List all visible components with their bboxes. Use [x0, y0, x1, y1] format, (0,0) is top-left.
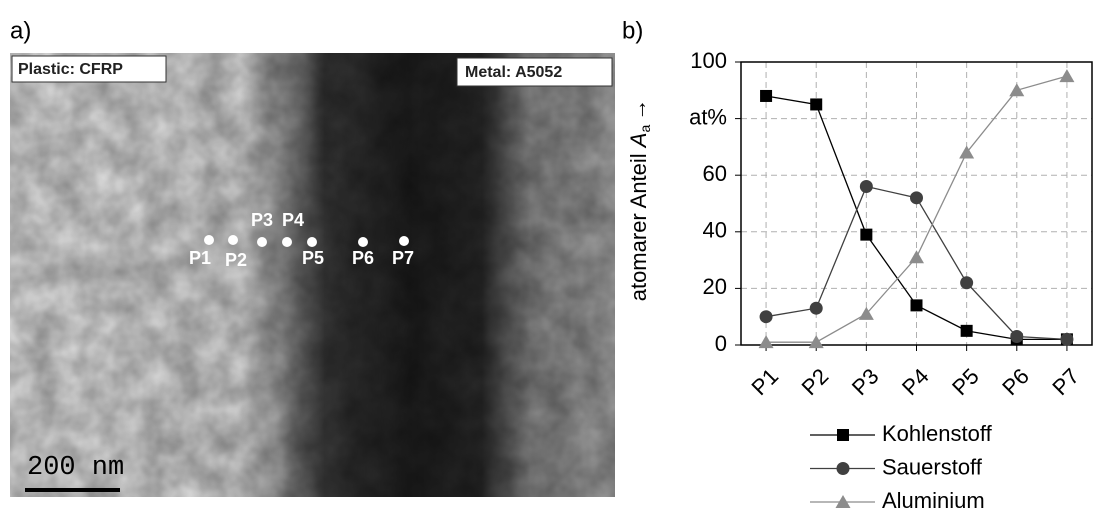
marker — [809, 301, 823, 315]
marker — [810, 98, 823, 111]
point-marker — [257, 237, 267, 247]
x-tick-label: P6 — [997, 363, 1034, 400]
marker — [1060, 332, 1074, 346]
x-tick-label: P1 — [747, 363, 784, 400]
marker — [759, 310, 773, 324]
panel-label: b) — [622, 17, 643, 44]
y-label-arrow: → — [626, 99, 651, 121]
marker — [960, 276, 974, 290]
point-label: P2 — [225, 250, 247, 270]
scale-label: 200 nm — [27, 453, 124, 483]
marker — [837, 429, 849, 441]
point-label: P5 — [302, 248, 324, 268]
tem-image — [10, 53, 615, 497]
x-tick-label: P5 — [947, 363, 984, 400]
y-tick-label: 40 — [703, 218, 727, 243]
point-marker — [282, 237, 292, 247]
point-label: P4 — [282, 210, 304, 230]
point-marker — [204, 235, 214, 245]
label-box — [456, 57, 613, 87]
y-tick-label: 60 — [703, 161, 727, 186]
marker — [758, 335, 774, 349]
panel-label: a) — [10, 17, 31, 44]
point-label: P3 — [251, 210, 273, 230]
marker — [1009, 83, 1025, 97]
legend-label: Sauerstoff — [882, 454, 983, 479]
marker — [1059, 69, 1075, 83]
marker — [910, 191, 923, 205]
plot-frame — [740, 61, 1093, 346]
x-tick-label: P4 — [897, 363, 934, 400]
point-marker — [307, 237, 317, 247]
y-tick-label: 0 — [715, 331, 727, 356]
y-tick-label: 100 — [690, 48, 727, 73]
material-label: Plastic: CFRP — [18, 61, 123, 78]
legend-label: Kohlenstoff — [882, 421, 993, 446]
x-tick-label: P7 — [1047, 363, 1084, 400]
marker — [760, 89, 773, 102]
y-tick-label: at% — [689, 104, 727, 129]
marker — [960, 324, 973, 337]
y-label-symbol: A — [626, 133, 651, 150]
point-label: P7 — [392, 248, 414, 268]
marker — [1010, 330, 1024, 344]
marker — [859, 180, 873, 194]
point-label: P6 — [352, 248, 374, 268]
marker — [959, 145, 975, 159]
marker — [909, 250, 924, 264]
point-label: P1 — [189, 248, 211, 268]
marker — [835, 495, 851, 508]
marker — [910, 299, 923, 312]
marker — [836, 462, 850, 475]
material-label: Metal: A5052 — [465, 64, 562, 81]
point-marker — [228, 235, 238, 245]
y-label-text: atomarer Anteil — [626, 147, 651, 301]
x-tick-label: P3 — [847, 363, 884, 400]
y-axis-label: atomarer Anteil Aa → — [626, 99, 653, 302]
x-tick-label: P2 — [797, 363, 834, 400]
point-marker — [399, 236, 409, 246]
legend-label: Aluminium — [882, 488, 985, 513]
point-marker — [358, 237, 368, 247]
y-tick-label: 20 — [703, 274, 727, 299]
y-label-subscript: a — [637, 125, 653, 133]
marker — [858, 306, 874, 320]
marker — [860, 228, 873, 241]
label-box — [11, 55, 167, 83]
marker — [808, 335, 824, 349]
